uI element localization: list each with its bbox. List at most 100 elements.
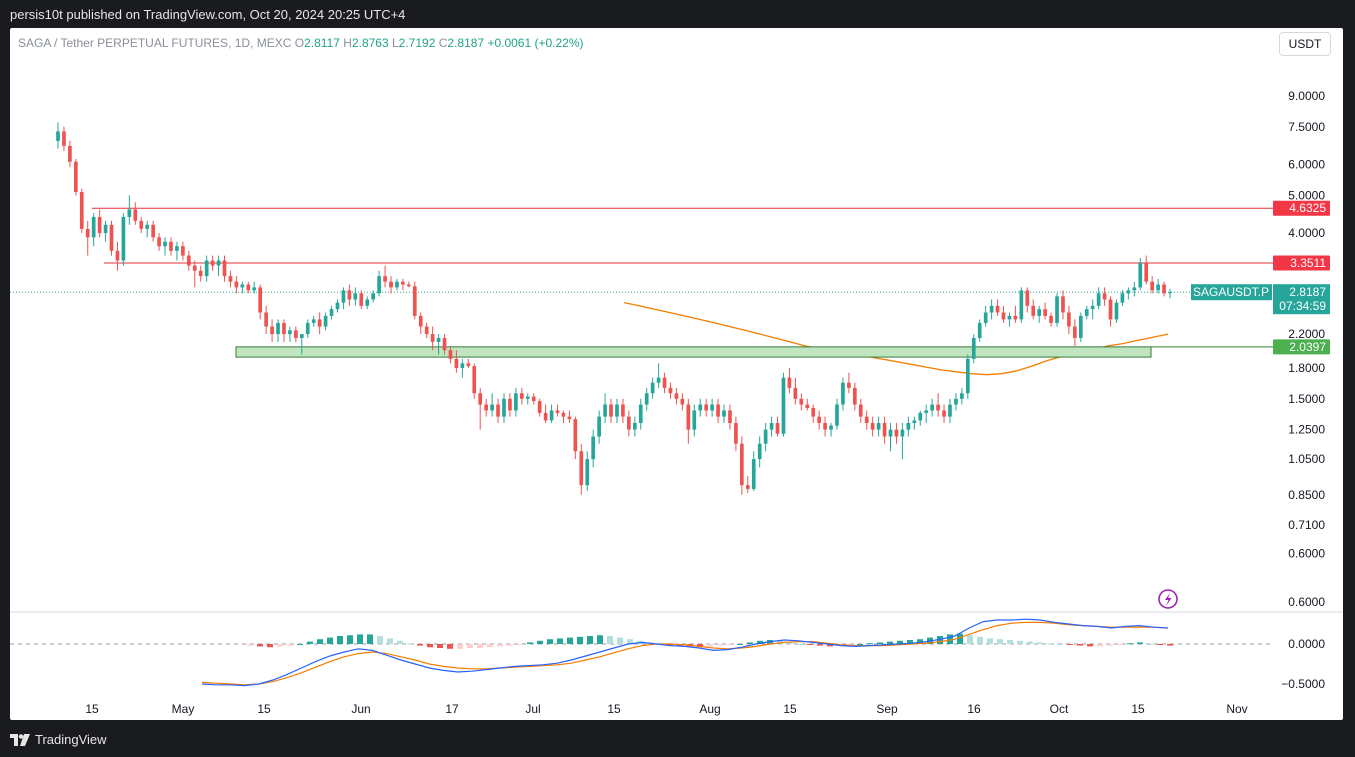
- price-tick-label: 7.5000: [1288, 120, 1325, 134]
- candle-body: [109, 224, 114, 251]
- macd-histogram-bar: [467, 644, 473, 648]
- candle-body: [341, 290, 346, 303]
- candle-body: [817, 416, 821, 423]
- candle-body: [240, 284, 245, 288]
- macd-histogram-bar: [947, 634, 953, 644]
- macd-histogram-bar: [1117, 644, 1123, 645]
- candle-body: [1073, 326, 1077, 338]
- candle-body: [722, 410, 726, 417]
- candle-body: [888, 429, 893, 437]
- candle-body: [311, 319, 316, 323]
- candle-body: [591, 436, 596, 460]
- candle-body: [103, 224, 108, 234]
- candles: [56, 122, 1172, 495]
- lightning-icon[interactable]: [1158, 589, 1178, 609]
- time-tick-label: 15: [257, 702, 271, 716]
- candle-body: [615, 404, 619, 417]
- macd-histogram-bar: [737, 644, 743, 645]
- level-badge-support: 2.0397: [1273, 339, 1330, 355]
- macd-histogram-bar: [1047, 643, 1053, 645]
- macd-pane: [10, 618, 1273, 687]
- candle-body: [252, 287, 257, 291]
- candle-body: [1114, 302, 1119, 320]
- candle-body: [942, 410, 946, 417]
- candle-body: [395, 281, 399, 288]
- level-badge-lower: 3.3511: [1273, 255, 1330, 271]
- candle-body: [323, 315, 328, 327]
- candle-body: [508, 398, 512, 411]
- candle-body: [823, 422, 827, 430]
- currency-button[interactable]: USDT: [1279, 32, 1331, 56]
- macd-histogram-bar: [357, 634, 363, 644]
- candle-body: [1031, 305, 1036, 316]
- macd-histogram-bar: [597, 635, 603, 644]
- candle-body: [971, 337, 976, 359]
- macd-histogram-bar: [417, 644, 423, 646]
- candle-body: [668, 387, 673, 394]
- candle-body: [1150, 281, 1155, 291]
- candle-body: [412, 286, 417, 316]
- candle-body: [656, 377, 661, 383]
- candle-body: [573, 419, 578, 452]
- candle-body: [115, 250, 120, 261]
- open-value: 2.8117: [304, 36, 340, 50]
- last-price-bg: [1273, 284, 1330, 315]
- candle-body: [644, 393, 649, 405]
- macd-histogram-bar: [567, 637, 573, 644]
- chart-panel[interactable]: 9.0000 7.5000 6.0000 5.0000 4.0000 2.2000 1.80…: [10, 28, 1343, 720]
- candle-body: [157, 237, 161, 247]
- candle-body: [335, 302, 340, 310]
- macd-line: [201, 618, 1169, 687]
- candle-body: [145, 224, 150, 229]
- macd-histogram-bar: [1017, 640, 1023, 644]
- candle-body: [228, 276, 233, 282]
- macd-histogram-bar: [887, 641, 893, 644]
- candle-body: [192, 265, 197, 271]
- candle-body: [537, 401, 542, 413]
- candle-body: [864, 416, 869, 423]
- candle-body: [549, 410, 554, 421]
- high-value: 2.8763: [351, 36, 389, 50]
- symbol-title: SAGA / Tether PERPETUAL FUTURES, 1D, MEX…: [18, 36, 292, 50]
- chart-canvas[interactable]: 9.0000 7.5000 6.0000 5.0000 4.0000 2.2000 1.80…: [10, 28, 1343, 720]
- candle-body: [686, 404, 691, 430]
- candle-body: [1007, 315, 1012, 320]
- low-label: L: [391, 36, 399, 50]
- candle-body: [466, 363, 471, 367]
- macd-histogram-bar: [427, 644, 433, 648]
- candle-body: [496, 404, 500, 417]
- level-badge-upper-bg: [1273, 200, 1330, 216]
- candle-body: [264, 312, 268, 327]
- tradingview-logo[interactable]: TradingView: [10, 732, 107, 747]
- candle-body: [662, 377, 667, 388]
- macd-histogram-bar: [607, 636, 613, 644]
- candle-body: [638, 404, 643, 423]
- candle-body: [740, 443, 744, 486]
- candle-body: [454, 358, 459, 368]
- candle-body: [121, 216, 126, 261]
- macd-histogram-bar: [397, 640, 403, 644]
- candle-body: [632, 422, 637, 430]
- candle-body: [829, 425, 833, 430]
- candle-body: [73, 161, 78, 192]
- macd-histogram-bar: [437, 644, 443, 648]
- candle-body: [1162, 284, 1166, 294]
- level-badge-upper-text: 4.6325: [1289, 201, 1326, 215]
- candle-body: [775, 422, 780, 434]
- candle-body: [579, 451, 584, 486]
- candle-body: [930, 404, 934, 411]
- candle-body: [1096, 293, 1101, 306]
- macd-histogram-bar: [997, 639, 1003, 644]
- candle-body: [1055, 296, 1059, 323]
- macd-histogram-bar: [1077, 644, 1083, 646]
- candle-body: [621, 404, 625, 417]
- candle-body: [977, 322, 982, 338]
- candle-body: [186, 255, 191, 266]
- candle-body: [567, 416, 572, 420]
- macd-histogram-bar: [967, 635, 973, 644]
- macd-histogram-bar: [277, 644, 283, 647]
- price-tick-label: 9.0000: [1288, 89, 1325, 103]
- candle-body: [294, 330, 298, 338]
- candle-body: [299, 334, 304, 338]
